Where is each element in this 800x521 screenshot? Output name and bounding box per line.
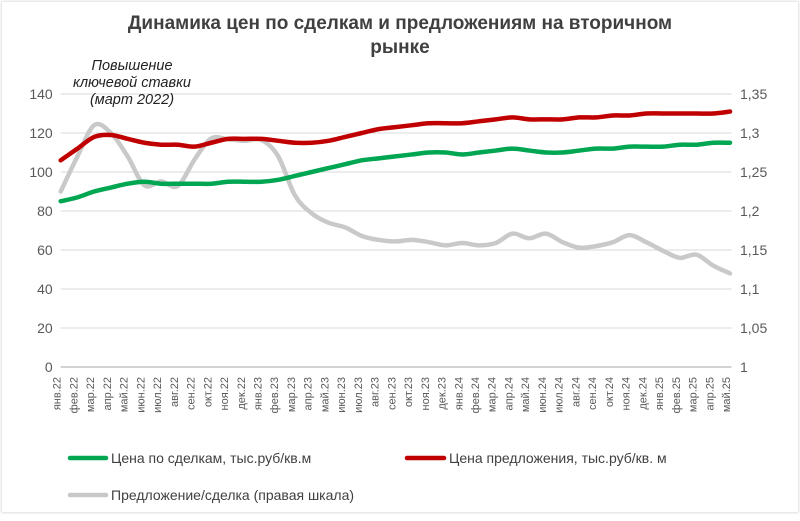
svg-text:авг.23: авг.23	[370, 377, 382, 407]
svg-text:сен.22: сен.22	[186, 377, 198, 410]
svg-text:июл.23: июл.23	[353, 377, 365, 413]
svg-text:май.22: май.22	[119, 377, 131, 412]
svg-text:ноя.22: ноя.22	[219, 377, 231, 410]
svg-text:120: 120	[29, 125, 53, 141]
svg-text:дек.24: дек.24	[637, 377, 649, 410]
svg-text:1,3: 1,3	[740, 125, 760, 141]
svg-text:дек.23: дек.23	[437, 377, 449, 410]
svg-text:мар.25: мар.25	[688, 377, 700, 412]
svg-text:июн.24: июн.24	[537, 377, 549, 413]
svg-text:фев.22: фев.22	[68, 377, 80, 413]
svg-text:июн.23: июн.23	[336, 377, 348, 413]
svg-text:40: 40	[37, 281, 53, 297]
svg-text:ноя.23: ноя.23	[420, 377, 432, 410]
svg-text:янв.24: янв.24	[453, 377, 465, 410]
svg-text:янв.23: янв.23	[252, 377, 264, 410]
svg-text:1,1: 1,1	[740, 281, 760, 297]
svg-text:апр.22: апр.22	[102, 377, 114, 410]
svg-text:сен.24: сен.24	[587, 377, 599, 410]
svg-text:авг.24: авг.24	[570, 377, 582, 407]
svg-text:май.24: май.24	[520, 377, 532, 412]
svg-text:1,15: 1,15	[740, 242, 767, 258]
svg-text:Цена по сделкам, тыс.руб/кв.м: Цена по сделкам, тыс.руб/кв.м	[111, 450, 311, 466]
svg-text:апр.24: апр.24	[503, 377, 515, 410]
svg-text:фев.25: фев.25	[671, 377, 683, 413]
svg-text:60: 60	[37, 242, 53, 258]
svg-text:1,05: 1,05	[740, 320, 767, 336]
svg-text:1,2: 1,2	[740, 203, 760, 219]
svg-text:фев.23: фев.23	[269, 377, 281, 413]
svg-text:авг.22: авг.22	[169, 377, 181, 407]
svg-text:мар.24: мар.24	[487, 377, 499, 412]
svg-text:апр.23: апр.23	[303, 377, 315, 410]
svg-text:80: 80	[37, 203, 53, 219]
svg-text:1,25: 1,25	[740, 164, 767, 180]
svg-text:июл.24: июл.24	[554, 377, 566, 413]
svg-text:1: 1	[740, 359, 748, 375]
svg-text:мар.23: мар.23	[286, 377, 298, 412]
svg-text:Цена предложения, тыс.руб/кв.: Цена предложения, тыс.руб/кв. м	[449, 450, 667, 466]
svg-text:сен.23: сен.23	[386, 377, 398, 410]
svg-text:май.25: май.25	[721, 377, 733, 412]
svg-text:1,35: 1,35	[740, 86, 767, 102]
svg-text:20: 20	[37, 320, 53, 336]
svg-text:апр.25: апр.25	[704, 377, 716, 410]
svg-text:Предложение/сделка (правая шка: Предложение/сделка (правая шкала)	[111, 487, 354, 503]
svg-text:100: 100	[29, 164, 53, 180]
svg-text:июл.22: июл.22	[152, 377, 164, 413]
svg-text:июн.22: июн.22	[135, 377, 147, 413]
svg-text:ноя.24: ноя.24	[621, 377, 633, 410]
svg-text:окт.23: окт.23	[403, 377, 415, 407]
svg-text:мар.22: мар.22	[85, 377, 97, 412]
svg-text:окт.24: окт.24	[604, 377, 616, 407]
svg-text:май.23: май.23	[319, 377, 331, 412]
svg-text:фев.24: фев.24	[470, 377, 482, 413]
svg-text:0: 0	[45, 359, 53, 375]
svg-text:окт.22: окт.22	[202, 377, 214, 407]
svg-text:дек.22: дек.22	[236, 377, 248, 410]
svg-text:янв.22: янв.22	[52, 377, 64, 410]
svg-text:янв.25: янв.25	[654, 377, 666, 410]
